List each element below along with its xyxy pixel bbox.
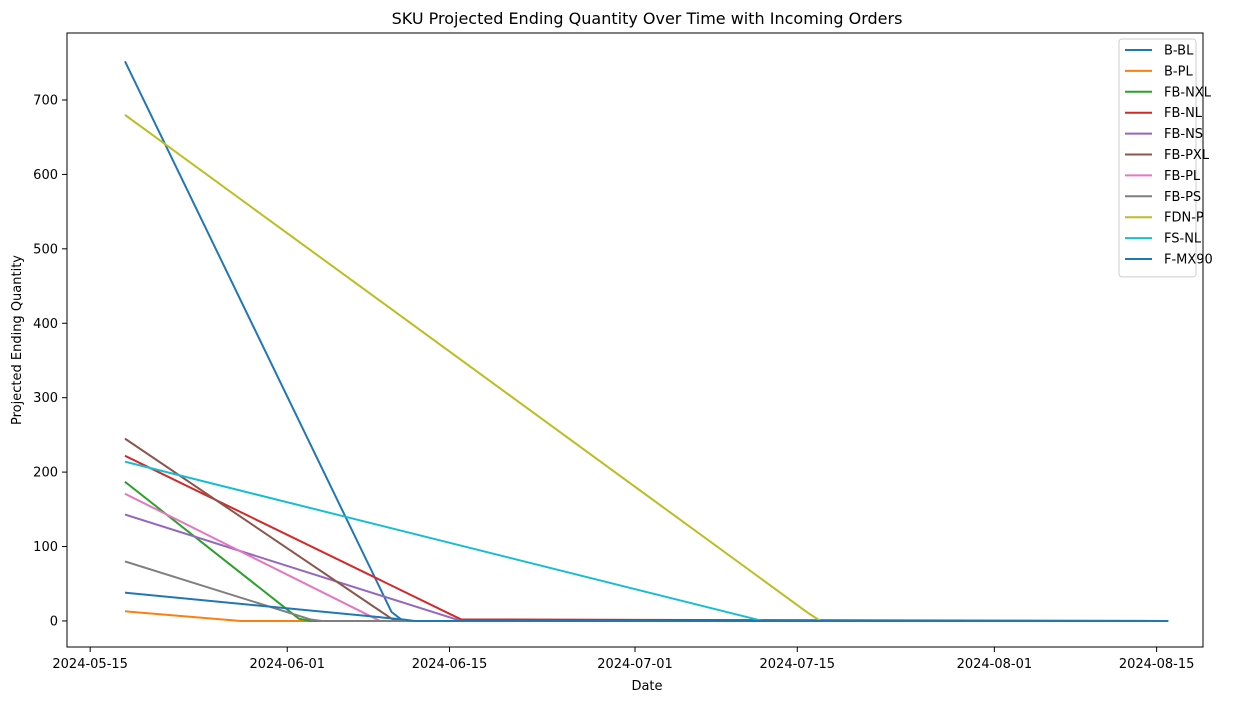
x-axis-label: Date <box>631 679 662 694</box>
x-tick-label: 2024-07-15 <box>760 657 836 672</box>
x-tick-label: 2024-06-01 <box>249 657 325 672</box>
x-tick-label: 2024-07-01 <box>597 657 673 672</box>
legend-label: FB-PXL <box>1164 148 1210 163</box>
legend: B-BL B-PL FB-NXL FB-NL FB-NS FB-PXL FB-PL FB-PS… <box>1118 38 1213 278</box>
y-tick-label: 300 <box>33 391 58 406</box>
legend-label: B-BL <box>1164 44 1194 59</box>
y-axis-ticks: 0 100 200 300 400 500 600 700 <box>33 93 67 629</box>
x-axis-ticks: 2024-05-15 2024-06-01 2024-06-15 2024-07-01… <box>52 647 1194 672</box>
plot-lines <box>124 60 1169 622</box>
y-tick-label: 0 <box>50 614 58 629</box>
y-tick-label: 500 <box>33 242 58 257</box>
chart-title: SKU Projected Ending Quantity Over Time … <box>392 9 903 28</box>
y-tick-label: 700 <box>33 93 58 108</box>
legend-label: FS-NL <box>1164 232 1202 247</box>
x-tick-label: 2024-08-01 <box>957 657 1033 672</box>
legend-label: B-PL <box>1164 64 1193 79</box>
y-tick-label: 200 <box>33 466 58 481</box>
legend-label: FB-NXL <box>1164 85 1212 100</box>
legend-label: FB-NL <box>1164 106 1203 121</box>
y-tick-label: 600 <box>33 168 58 183</box>
y-tick-label: 400 <box>33 317 58 332</box>
legend-label: FB-NS <box>1164 127 1203 142</box>
legend-label: FDN-P <box>1164 211 1204 226</box>
y-axis-label: Projected Ending Quantity <box>10 255 25 425</box>
legend-label: FB-PL <box>1164 169 1201 184</box>
x-tick-label: 2024-06-15 <box>412 657 488 672</box>
x-tick-label: 2024-05-15 <box>52 657 128 672</box>
series-line-f-mx90 <box>124 591 1169 622</box>
x-tick-label: 2024-08-15 <box>1119 657 1195 672</box>
legend-label: F-MX90 <box>1164 253 1213 268</box>
y-tick-label: 100 <box>33 540 58 555</box>
legend-label: FB-PS <box>1164 190 1201 205</box>
